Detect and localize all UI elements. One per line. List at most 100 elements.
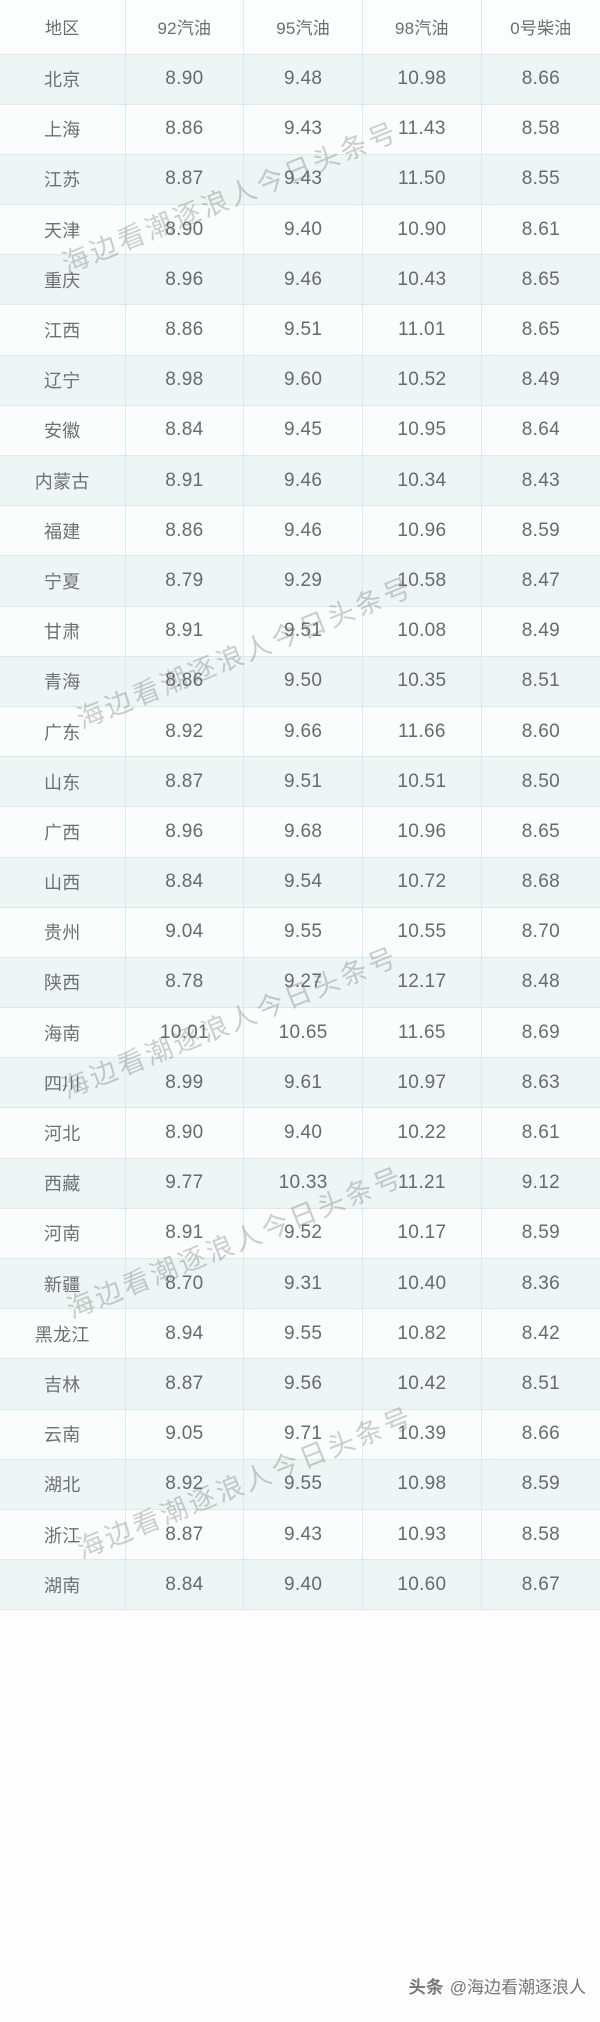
cell-region: 河北 — [0, 1107, 126, 1159]
cell-diesel0: 8.65 — [481, 806, 600, 858]
table-row: 四川 8.99 9.61 10.97 8.63 — [0, 1057, 600, 1109]
table-row: 江苏 8.87 9.43 11.50 8.55 — [0, 154, 600, 206]
cell-gas95: 9.46 — [243, 455, 363, 507]
cell-gas92: 8.92 — [125, 706, 245, 758]
table-row: 海南 10.01 10.65 11.65 8.69 — [0, 1007, 600, 1059]
column-header-gas95: 95汽油 — [243, 0, 363, 55]
cell-gas98: 12.17 — [362, 957, 482, 1009]
cell-gas92: 9.04 — [125, 907, 245, 958]
cell-diesel0: 8.58 — [481, 1509, 600, 1561]
table-row: 北京 8.90 9.48 10.98 8.66 — [0, 54, 600, 105]
cell-gas98: 10.43 — [362, 254, 482, 306]
cell-gas98: 10.93 — [362, 1509, 482, 1561]
cell-gas92: 8.87 — [125, 1358, 245, 1410]
cell-gas98: 10.42 — [362, 1358, 482, 1410]
cell-gas95: 9.40 — [243, 204, 363, 256]
cell-gas92: 8.86 — [125, 505, 245, 557]
cell-gas95: 9.40 — [243, 1559, 363, 1611]
cell-gas92: 9.05 — [125, 1409, 245, 1460]
cell-gas95: 10.65 — [243, 1007, 363, 1059]
cell-gas92: 8.99 — [125, 1057, 245, 1109]
cell-gas95: 9.55 — [243, 907, 363, 958]
cell-region: 上海 — [0, 104, 126, 155]
cell-gas92: 8.84 — [125, 857, 245, 908]
table-row: 江西 8.86 9.51 11.01 8.65 — [0, 304, 600, 356]
cell-gas98: 10.90 — [362, 204, 482, 256]
cell-gas92: 8.94 — [125, 1308, 245, 1360]
table-row: 陕西 8.78 9.27 12.17 8.48 — [0, 957, 600, 1009]
cell-gas95: 9.43 — [243, 154, 363, 206]
cell-region: 青海 — [0, 656, 126, 707]
cell-gas92: 8.90 — [125, 54, 245, 105]
cell-gas92: 8.87 — [125, 756, 245, 808]
cell-diesel0: 8.48 — [481, 957, 600, 1009]
cell-region: 吉林 — [0, 1358, 126, 1410]
cell-diesel0: 9.12 — [481, 1158, 600, 1209]
cell-gas95: 9.48 — [243, 54, 363, 105]
cell-diesel0: 8.61 — [481, 204, 600, 256]
cell-gas95: 9.55 — [243, 1308, 363, 1360]
table-row: 湖北 8.92 9.55 10.98 8.59 — [0, 1459, 600, 1510]
cell-diesel0: 8.36 — [481, 1258, 600, 1310]
cell-region: 四川 — [0, 1057, 126, 1109]
table-row: 青海 8.86 9.50 10.35 8.51 — [0, 656, 600, 707]
table-row: 山东 8.87 9.51 10.51 8.50 — [0, 756, 600, 808]
cell-diesel0: 8.51 — [481, 656, 600, 707]
cell-region: 浙江 — [0, 1509, 126, 1561]
cell-region: 甘肃 — [0, 606, 126, 657]
cell-gas92: 8.96 — [125, 254, 245, 306]
cell-gas92: 8.91 — [125, 606, 245, 657]
cell-gas95: 9.68 — [243, 806, 363, 858]
cell-gas98: 11.21 — [362, 1158, 482, 1209]
cell-region: 重庆 — [0, 254, 126, 306]
cell-gas98: 10.08 — [362, 606, 482, 657]
cell-diesel0: 8.42 — [481, 1308, 600, 1360]
cell-gas95: 9.71 — [243, 1409, 363, 1460]
table-header: 地区 92汽油 95汽油 98汽油 0号柴油 — [0, 0, 600, 55]
cell-gas98: 10.96 — [362, 806, 482, 858]
cell-region: 天津 — [0, 204, 126, 256]
cell-region: 广东 — [0, 706, 126, 758]
table-row: 上海 8.86 9.43 11.43 8.58 — [0, 104, 600, 155]
cell-gas98: 10.95 — [362, 405, 482, 457]
table-row: 辽宁 8.98 9.60 10.52 8.49 — [0, 355, 600, 406]
cell-diesel0: 8.59 — [481, 1208, 600, 1260]
cell-gas98: 10.55 — [362, 907, 482, 958]
attribution-badge: 头条 @海边看潮逐浪人 — [409, 1973, 586, 1998]
column-header-gas98: 98汽油 — [362, 0, 482, 55]
cell-diesel0: 8.43 — [481, 455, 600, 507]
cell-diesel0: 8.66 — [481, 1409, 600, 1460]
cell-gas92: 8.86 — [125, 104, 245, 155]
cell-gas92: 8.86 — [125, 656, 245, 707]
table-row: 山西 8.84 9.54 10.72 8.68 — [0, 857, 600, 908]
cell-gas95: 9.50 — [243, 656, 363, 707]
cell-region: 江苏 — [0, 154, 126, 206]
cell-gas98: 10.22 — [362, 1107, 482, 1159]
cell-diesel0: 8.60 — [481, 706, 600, 758]
cell-diesel0: 8.68 — [481, 857, 600, 908]
cell-gas98: 11.50 — [362, 154, 482, 206]
cell-region: 北京 — [0, 54, 126, 105]
cell-gas95: 9.51 — [243, 304, 363, 356]
cell-gas98: 10.34 — [362, 455, 482, 507]
cell-diesel0: 8.59 — [481, 1459, 600, 1510]
cell-gas92: 8.98 — [125, 355, 245, 406]
cell-gas95: 9.40 — [243, 1107, 363, 1159]
cell-region: 河南 — [0, 1208, 126, 1260]
cell-gas95: 9.51 — [243, 756, 363, 808]
cell-diesel0: 8.51 — [481, 1358, 600, 1410]
cell-gas98: 11.66 — [362, 706, 482, 758]
cell-region: 西藏 — [0, 1158, 126, 1209]
cell-gas98: 10.58 — [362, 555, 482, 607]
cell-region: 湖南 — [0, 1559, 126, 1611]
cell-gas92: 8.70 — [125, 1258, 245, 1310]
attribution-handle: @海边看潮逐浪人 — [449, 1978, 586, 1997]
attribution-brand: 头条 — [408, 1978, 444, 1997]
cell-gas95: 9.54 — [243, 857, 363, 908]
table-body: 北京 8.90 9.48 10.98 8.66 上海 8.86 9.43 11.43 8.58 江苏… — [0, 54, 600, 1611]
cell-region: 广西 — [0, 806, 126, 858]
cell-gas98: 10.17 — [362, 1208, 482, 1260]
cell-gas98: 11.43 — [362, 104, 482, 155]
cell-gas98: 10.52 — [362, 355, 482, 406]
cell-region: 江西 — [0, 304, 126, 356]
